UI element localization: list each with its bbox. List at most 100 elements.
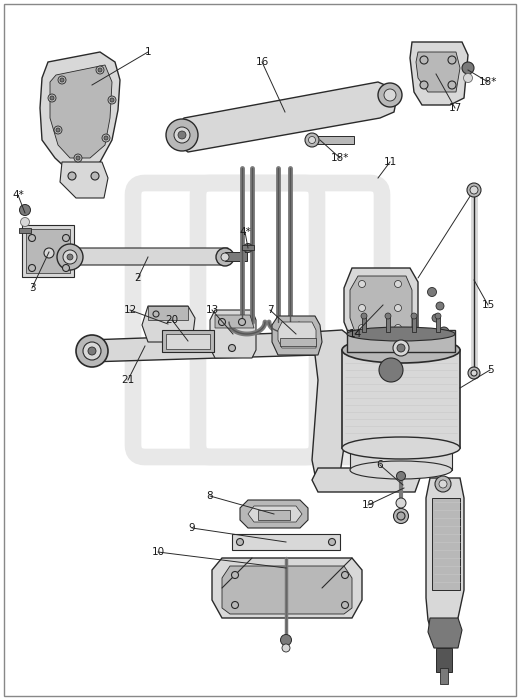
- Polygon shape: [222, 566, 352, 614]
- Circle shape: [67, 254, 73, 260]
- Circle shape: [305, 133, 319, 147]
- Bar: [280, 338, 316, 346]
- Polygon shape: [172, 82, 396, 152]
- Circle shape: [58, 76, 66, 84]
- Circle shape: [243, 244, 253, 253]
- Bar: [162, 330, 214, 352]
- Circle shape: [342, 571, 348, 578]
- Circle shape: [60, 78, 64, 82]
- Ellipse shape: [342, 337, 460, 363]
- Polygon shape: [212, 558, 362, 618]
- Circle shape: [435, 313, 441, 319]
- Bar: [26, 229, 70, 273]
- Text: 8: 8: [206, 491, 213, 501]
- Circle shape: [308, 136, 316, 144]
- Circle shape: [395, 325, 401, 332]
- Polygon shape: [240, 500, 308, 528]
- Circle shape: [420, 81, 428, 89]
- Bar: [22, 225, 74, 277]
- Polygon shape: [40, 52, 120, 172]
- Circle shape: [231, 571, 239, 578]
- Circle shape: [76, 335, 108, 367]
- Circle shape: [44, 248, 54, 258]
- Text: 9: 9: [189, 523, 196, 533]
- Circle shape: [54, 126, 62, 134]
- Polygon shape: [215, 315, 254, 328]
- Circle shape: [178, 131, 186, 139]
- Circle shape: [153, 311, 159, 317]
- Bar: [436, 648, 452, 672]
- Text: 12: 12: [123, 305, 137, 315]
- Circle shape: [68, 172, 76, 180]
- Polygon shape: [248, 506, 302, 522]
- Circle shape: [448, 81, 456, 89]
- Circle shape: [174, 127, 190, 143]
- Circle shape: [108, 96, 116, 104]
- Circle shape: [385, 313, 391, 319]
- Bar: [258, 510, 290, 520]
- Circle shape: [20, 204, 31, 216]
- Polygon shape: [308, 330, 360, 490]
- Polygon shape: [428, 618, 462, 648]
- Bar: [386, 316, 390, 332]
- Polygon shape: [350, 276, 412, 335]
- Circle shape: [379, 358, 403, 382]
- Polygon shape: [344, 268, 418, 342]
- Polygon shape: [88, 332, 320, 362]
- Circle shape: [56, 128, 60, 132]
- Circle shape: [470, 186, 478, 194]
- Circle shape: [282, 644, 290, 652]
- Circle shape: [280, 634, 292, 645]
- Circle shape: [218, 318, 226, 326]
- Circle shape: [435, 476, 451, 492]
- Ellipse shape: [342, 437, 460, 459]
- Circle shape: [98, 68, 102, 72]
- Bar: [19, 228, 31, 233]
- Polygon shape: [410, 42, 468, 105]
- Circle shape: [463, 74, 473, 83]
- Circle shape: [432, 314, 440, 322]
- Circle shape: [378, 83, 402, 107]
- Circle shape: [411, 313, 417, 319]
- Circle shape: [50, 96, 54, 100]
- Text: 10: 10: [151, 547, 164, 557]
- Bar: [166, 334, 210, 349]
- Circle shape: [91, 172, 99, 180]
- Text: 7: 7: [267, 305, 274, 315]
- Polygon shape: [278, 322, 316, 348]
- Circle shape: [88, 347, 96, 355]
- Bar: [432, 498, 460, 590]
- Bar: [225, 252, 247, 261]
- Polygon shape: [426, 478, 464, 640]
- Circle shape: [237, 538, 243, 545]
- Circle shape: [396, 498, 406, 508]
- Circle shape: [462, 62, 474, 74]
- Polygon shape: [312, 468, 420, 492]
- Circle shape: [104, 136, 108, 140]
- Text: 17: 17: [448, 103, 462, 113]
- Circle shape: [329, 538, 335, 545]
- Circle shape: [342, 601, 348, 608]
- Ellipse shape: [350, 461, 452, 479]
- Circle shape: [228, 344, 236, 351]
- Text: 13: 13: [205, 305, 218, 315]
- Circle shape: [29, 234, 35, 241]
- Circle shape: [397, 512, 405, 520]
- Bar: [440, 668, 448, 684]
- Circle shape: [76, 156, 80, 160]
- Circle shape: [62, 265, 70, 272]
- Text: 18*: 18*: [331, 153, 349, 163]
- Polygon shape: [142, 306, 195, 342]
- Bar: [342, 350, 460, 448]
- Circle shape: [63, 250, 77, 264]
- Circle shape: [358, 325, 366, 332]
- Circle shape: [395, 281, 401, 288]
- Text: 19: 19: [361, 500, 374, 510]
- Circle shape: [29, 265, 35, 272]
- Circle shape: [62, 234, 70, 241]
- Polygon shape: [416, 52, 460, 92]
- Circle shape: [427, 288, 436, 297]
- Polygon shape: [210, 310, 256, 358]
- Circle shape: [448, 56, 456, 64]
- Text: 20: 20: [165, 315, 178, 325]
